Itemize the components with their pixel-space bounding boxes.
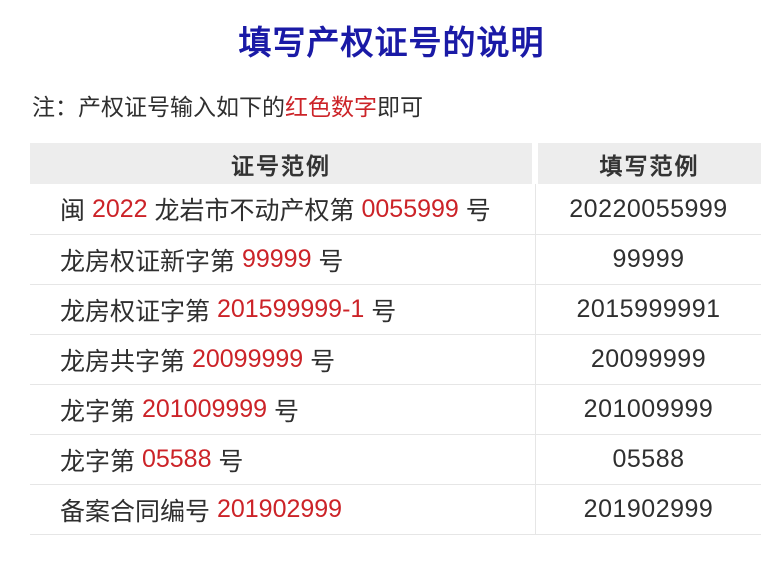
- table-row: 龙字第 05588 号 05588: [30, 434, 761, 484]
- note-line: 注：产权证号输入如下的红色数字即可: [32, 88, 783, 122]
- page-title: 填写产权证号的说明: [238, 24, 545, 61]
- note-prefix: 注：产权证号输入如下的: [32, 94, 285, 120]
- certificate-example-cell: 龙房权证字第 201599999-1 号: [30, 285, 535, 334]
- certificate-text: 号: [458, 197, 491, 225]
- table-row: 备案合同编号 201902999 201902999: [30, 484, 761, 534]
- col-header-certificate-example: 证号范例: [30, 143, 532, 184]
- fill-example-cell: 20220055999: [535, 184, 761, 234]
- certificate-example-cell: 龙字第 05588 号: [30, 435, 535, 484]
- red-digits: 201599999-1: [216, 295, 365, 323]
- certificate-text: 号: [311, 247, 344, 276]
- certificate-number-table: 证号范例 填写范例 闽 2022 龙岩市不动产权第 0055999 号 20220…: [30, 143, 761, 535]
- fill-example-cell: 99999: [535, 235, 761, 284]
- table-body: 闽 2022 龙岩市不动产权第 0055999 号 20220055999 龙房权证…: [30, 184, 761, 535]
- certificate-text: 龙字第: [60, 447, 142, 476]
- certificate-text: 龙房共字第: [60, 347, 192, 376]
- red-digits: 05588: [141, 445, 212, 473]
- red-digits: 0055999: [361, 194, 459, 223]
- certificate-text: 闽: [60, 197, 92, 225]
- red-digits: 201902999: [216, 495, 343, 523]
- certificate-text: 龙房权证字第: [60, 297, 217, 326]
- table-row: 龙字第 201009999 号 201009999: [30, 384, 761, 434]
- table-row: 龙房权证新字第 99999 号 99999: [30, 234, 761, 284]
- table-row: 闽 2022 龙岩市不动产权第 0055999 号 20220055999: [30, 184, 761, 234]
- certificate-text: 号: [211, 447, 244, 476]
- page: { "title": "填写产权证号的说明", "note": { "prefi…: [0, 16, 783, 575]
- table-row: 龙房权证字第 201599999-1 号 2015999991: [30, 284, 761, 334]
- certificate-text: 号: [364, 297, 397, 326]
- fill-example-cell: 2015999991: [535, 285, 761, 334]
- certificate-example-cell: 龙房共字第 20099999 号: [30, 335, 535, 384]
- table-header-row: 证号范例 填写范例: [30, 143, 761, 184]
- red-digits: 20099999: [191, 345, 304, 373]
- certificate-text: 龙岩市不动产权第: [147, 197, 362, 225]
- fill-example-cell: 20099999: [535, 335, 761, 384]
- certificate-example-cell: 龙房权证新字第 99999 号: [30, 235, 535, 284]
- certificate-text: 龙房权证新字第: [60, 247, 242, 276]
- red-digits: 99999: [241, 245, 312, 273]
- certificate-text: 龙字第: [60, 397, 142, 426]
- red-digits: 201009999: [141, 395, 268, 423]
- certificate-text: 备案合同编号: [60, 497, 217, 526]
- certificate-example-cell: 备案合同编号 201902999: [30, 485, 535, 534]
- certificate-text: 号: [303, 347, 336, 376]
- note-highlight: 红色数字: [285, 94, 377, 120]
- fill-example-cell: 201902999: [535, 485, 761, 534]
- fill-example-cell: 05588: [535, 435, 761, 484]
- certificate-example-cell: 闽 2022 龙岩市不动产权第 0055999 号: [30, 184, 535, 234]
- certificate-example-cell: 龙字第 201009999 号: [30, 385, 535, 434]
- table-row: 龙房共字第 20099999 号 20099999: [30, 334, 761, 384]
- certificate-text: 号: [267, 397, 300, 426]
- note-suffix: 即可: [377, 94, 423, 120]
- col-header-fill-example: 填写范例: [538, 143, 761, 184]
- red-digits: 2022: [91, 194, 148, 223]
- fill-example-cell: 201009999: [535, 385, 761, 434]
